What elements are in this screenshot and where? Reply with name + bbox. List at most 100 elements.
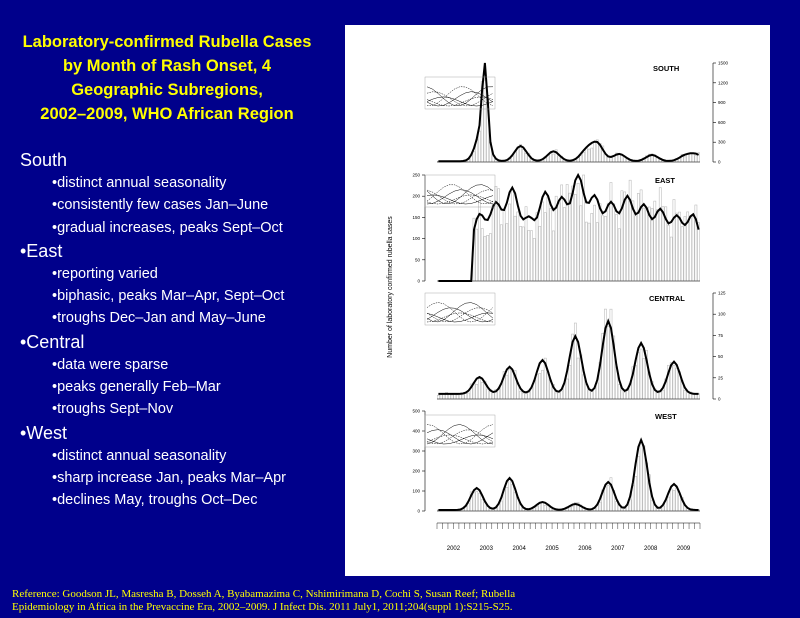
chart-bar [467,392,470,400]
section-central: •Central •data were sparse •peaks genera… [20,330,340,421]
chart-bar [593,204,596,282]
y-tick-label: 600 [718,120,726,125]
chart-bar [480,228,484,282]
chart-bar [521,392,525,400]
chart-bar [500,500,503,512]
chart-bar [568,506,572,512]
chart-bar [552,230,555,282]
chart-bar [689,216,692,282]
series-line [438,318,699,395]
chart-bar [557,391,561,400]
chart-bar [645,207,648,282]
chart-bar [491,392,495,400]
chart-bar [658,508,662,512]
rubella-chart: 030060090012001500SOUTH050100150200250EA… [387,61,729,553]
inset-series-line [426,312,494,323]
chart-bar [612,203,616,282]
chart-bar [538,225,542,282]
bullet-item: •peaks generally Feb–Mar [52,379,221,396]
chart-bar [623,392,627,400]
section-heading: •West [20,422,67,443]
chart-bar [598,203,602,282]
chart-bar [565,378,569,400]
chart-bar [617,153,621,163]
chart-bar [491,204,495,282]
year-label: 2009 [677,546,691,552]
y-tick-label: 25 [718,375,724,380]
year-label: 2002 [447,546,461,552]
chart-bar [508,478,511,512]
bullet-item: •data were sparse [52,356,169,373]
chart-bar [680,226,684,282]
title-line: by Month of Rash Onset, 4 [62,57,272,75]
chart-bar [516,211,520,282]
inset-series-line [426,429,494,445]
chart-bar [535,212,539,282]
chart-bar [587,390,591,400]
chart-bar [628,179,632,282]
y-tick-label: 75 [718,333,724,338]
chart-bar [609,308,613,400]
y-tick-label: 0 [718,397,721,402]
inset-series-line [426,91,494,107]
chart-bar [636,455,640,512]
chart-bar [675,487,679,512]
y-tick-label: 300 [412,449,420,454]
panel-label: WEST [655,412,677,421]
chart-bar [535,373,539,400]
chart-bar [571,506,574,512]
y-tick-label: 100 [412,236,420,241]
chart-bar [541,201,544,282]
y-tick-label: 500 [412,409,420,414]
chart-bar [658,187,662,282]
chart-bar [519,226,522,282]
chart-bar [532,238,536,282]
chart-bar [683,389,687,400]
chart-bar [667,225,670,282]
chart-bar [541,369,544,400]
chart-bar [604,308,607,400]
chart-bar [631,200,635,282]
chart-bar [604,216,607,282]
chart-bar [606,202,610,282]
chart-bar [667,496,670,512]
chart-bar [636,352,640,400]
chart-bar [568,192,572,282]
chart-bar [527,392,531,400]
panel-label: SOUTH [653,64,679,73]
inset-frame [424,76,496,110]
chart-bar [552,153,555,163]
chart-bar [437,394,440,400]
chart-bar [617,228,621,282]
y-tick-label: 50 [415,257,421,262]
chart-bar [546,196,550,282]
chart-bar [579,205,583,282]
chart-bar [656,209,659,282]
chart-bar [606,485,610,512]
chart-bar [535,506,539,512]
chart-bar [634,215,637,282]
bullet-item: •sharp increase Jan, peaks Mar–Apr [52,469,286,486]
chart-bar [502,209,506,282]
chart-bar [590,213,594,282]
inset-frame [424,292,496,326]
chart-bar [606,326,610,400]
panel-label: CENTRAL [649,294,685,303]
chart-bar [634,475,637,512]
y-tick-label: 200 [412,194,420,199]
bullet-item: •declines May, troughs Oct–Dec [52,492,258,509]
chart-bar [524,392,528,400]
chart-bar [661,206,665,282]
y-tick-label: 0 [417,279,420,284]
chart-bar [672,490,676,512]
chart-bar [480,499,484,512]
bullet-list: South •distinct annual seasonality •cons… [20,148,340,512]
section-south: South •distinct annual seasonality •cons… [20,148,340,239]
chart-bar [576,357,580,400]
inset-series-line [426,91,494,107]
section-heading: •Central [20,331,85,352]
reference-line: Reference: Goodson JL, Masresha B, Dosse… [12,588,516,600]
reference-line: Epidemiology in Africa in the Prevaccine… [12,601,513,613]
series-line [438,172,700,282]
chart-bar [505,223,509,282]
